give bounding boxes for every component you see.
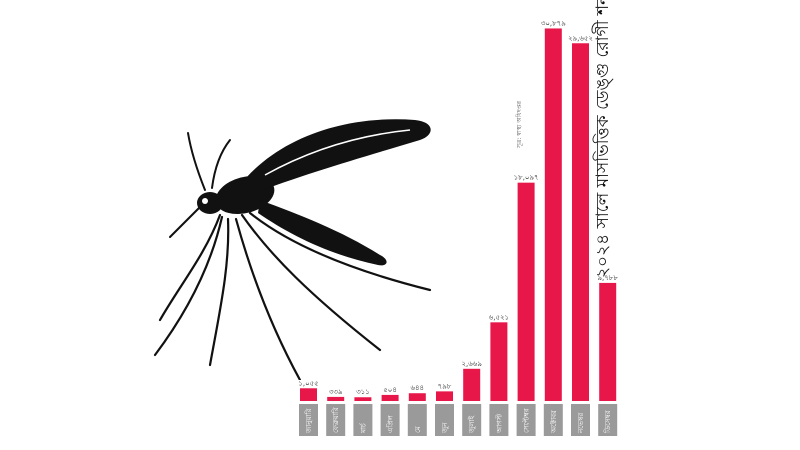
- bar-6: [436, 391, 453, 401]
- chart-source: সূত্র: স্বাস্থ্য অধিদপ্তর: [516, 101, 523, 148]
- category-box-1: [299, 404, 318, 436]
- chart-title: ২০২৪ সালে মাসভিত্তিক ডেঙ্গু রোগী শনাক্ত: [593, 0, 613, 278]
- value-label-10: ৩০,৮৭৯: [541, 19, 566, 27]
- category-label-8: আগস্ট: [494, 413, 503, 434]
- category-box-11: [571, 404, 590, 436]
- category-label-2: ফেব্রুয়ারি: [332, 407, 340, 433]
- category-box-7: [462, 404, 482, 436]
- bar-9: [517, 182, 535, 401]
- category-label-12: ডিসেম্বর: [604, 410, 612, 434]
- category-box-4: [380, 404, 400, 436]
- bar-11: [572, 43, 589, 401]
- value-label-12: ৯,৭৮৮: [597, 274, 618, 282]
- bar-7: [463, 368, 481, 401]
- category-label-1: জানুয়ারি: [305, 408, 313, 434]
- bar-3: [354, 397, 372, 401]
- value-label-1: ১,০৫৫: [298, 379, 318, 387]
- bar-2: [327, 396, 345, 401]
- category-box-9: [516, 404, 536, 436]
- value-label-2: ৩৩৯: [329, 388, 343, 396]
- bar-8: [490, 322, 508, 401]
- category-label-3: মার্চ: [359, 423, 367, 434]
- mosquito-icon: [153, 119, 432, 380]
- category-box-10: [543, 404, 563, 436]
- category-box-6: [435, 404, 454, 436]
- category-label-10: অক্টোবর: [550, 410, 558, 434]
- category-label-6: জুন: [441, 422, 449, 434]
- bar-4: [381, 394, 399, 401]
- bar-12: [599, 282, 617, 401]
- value-label-7: ২,৬৬৯: [461, 360, 482, 368]
- value-label-4: ৫০৪: [383, 386, 397, 394]
- value-label-8: ৬,৫২১: [489, 313, 509, 321]
- value-label-9: ১৮,০৯৭: [514, 174, 539, 182]
- value-label-6: ৭৯৮: [438, 382, 452, 390]
- value-label-11: ২৯,৬৫২: [568, 34, 593, 42]
- bar-1: [300, 388, 317, 401]
- bar-5: [408, 393, 426, 401]
- category-label-9: সেপ্টেম্বর: [522, 408, 531, 433]
- category-box-5: [407, 404, 427, 436]
- category-label-4: এপ্রিল: [387, 414, 395, 433]
- category-box-12: [598, 404, 618, 436]
- bar-10: [544, 28, 562, 401]
- value-label-3: ৩১১: [356, 388, 370, 396]
- value-label-5: ৬৪৪: [410, 384, 424, 392]
- category-label-5: মে: [414, 426, 422, 433]
- category-label-11: নভেম্বর: [577, 413, 585, 434]
- category-box-2: [326, 404, 346, 436]
- category-box-3: [353, 404, 373, 436]
- category-box-8: [489, 404, 509, 436]
- category-label-7: জুলাই: [468, 415, 476, 434]
